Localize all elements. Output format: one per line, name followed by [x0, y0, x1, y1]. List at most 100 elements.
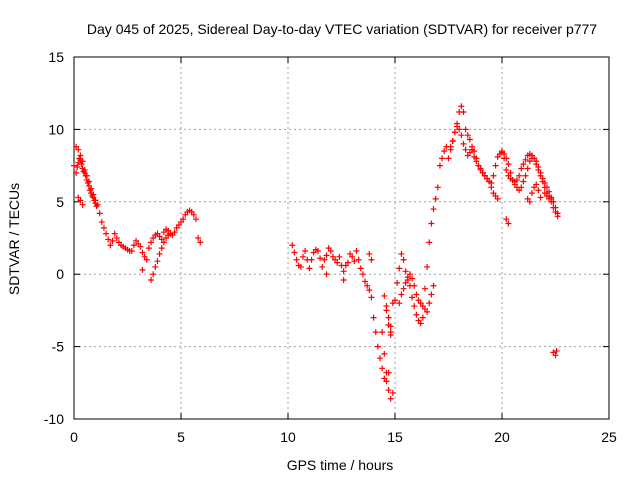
data-point [417, 320, 424, 327]
data-point [394, 279, 401, 286]
data-point [385, 387, 392, 394]
data-point [503, 216, 510, 223]
data-point [419, 314, 426, 321]
data-point [383, 369, 390, 376]
data-point [98, 219, 105, 226]
data-point [145, 245, 152, 252]
data-point [533, 181, 540, 188]
data-point [421, 285, 428, 292]
data-point [413, 291, 420, 298]
data-point [357, 265, 364, 272]
data-point [289, 242, 296, 249]
data-points [71, 103, 561, 402]
data-point [428, 220, 435, 227]
data-point [366, 287, 373, 294]
data-point [552, 352, 559, 359]
data-point [197, 239, 204, 246]
data-point [323, 252, 330, 259]
data-point [469, 146, 476, 153]
data-point [492, 162, 499, 169]
data-point [424, 308, 431, 315]
data-point [550, 204, 557, 211]
data-point [321, 256, 328, 263]
x-tick-label: 5 [177, 429, 185, 445]
data-point [402, 279, 409, 286]
data-point [387, 395, 394, 402]
data-point [167, 230, 174, 237]
data-point [426, 300, 433, 307]
y-tick-label: -10 [44, 411, 64, 427]
data-point [100, 224, 107, 231]
data-point [359, 271, 366, 278]
data-point [503, 155, 510, 162]
data-point [83, 177, 90, 184]
data-point [426, 239, 433, 246]
data-point [535, 164, 542, 171]
data-point [76, 155, 83, 162]
data-point [383, 303, 390, 310]
data-point [449, 137, 456, 144]
data-point [398, 250, 405, 257]
chart-title: Day 045 of 2025, Sidereal Day-to-day VTE… [87, 21, 597, 37]
x-tick-label: 10 [280, 429, 296, 445]
data-point [78, 161, 85, 168]
y-tick-label: 10 [48, 121, 64, 137]
data-point [553, 347, 560, 354]
data-point [522, 156, 529, 163]
data-point [128, 248, 135, 255]
data-point [195, 235, 202, 241]
y-tick-label: 5 [56, 194, 64, 210]
data-point [466, 136, 473, 143]
data-point [73, 169, 80, 176]
data-point [92, 200, 99, 207]
data-point [503, 166, 510, 173]
data-point [366, 250, 373, 257]
data-point [88, 190, 95, 197]
data-point [539, 175, 546, 182]
data-point [456, 126, 463, 133]
data-point [524, 165, 531, 172]
data-point [139, 266, 146, 273]
data-point [424, 263, 431, 270]
data-point [344, 259, 351, 266]
data-point [327, 248, 334, 255]
data-point [458, 132, 465, 139]
grid-lines [74, 57, 609, 419]
data-point [409, 275, 416, 282]
data-point [355, 256, 362, 263]
data-point [552, 208, 559, 215]
data-point [306, 265, 313, 272]
data-point [137, 243, 144, 250]
y-axis-label: SDTVAR / TECUs [6, 183, 22, 295]
data-point [439, 155, 446, 162]
data-point [154, 258, 161, 265]
data-point [381, 292, 388, 299]
data-point [447, 146, 454, 153]
data-point [520, 178, 527, 185]
data-point [402, 268, 409, 275]
data-point [74, 164, 81, 171]
data-point [160, 239, 167, 246]
data-point [537, 194, 544, 201]
data-point [113, 235, 120, 241]
data-point [537, 169, 544, 176]
data-point [150, 271, 157, 278]
data-point [462, 126, 469, 133]
data-point [441, 148, 448, 155]
data-point [308, 256, 315, 263]
data-point [548, 198, 555, 205]
data-point [379, 365, 386, 372]
data-point [411, 303, 418, 310]
data-point [411, 282, 418, 289]
data-point [368, 256, 375, 263]
data-point [349, 253, 356, 260]
data-point [460, 140, 467, 147]
data-point [518, 184, 525, 191]
data-point [82, 172, 89, 179]
data-point [299, 253, 306, 260]
data-point [297, 263, 304, 270]
data-point [319, 263, 326, 270]
data-point [430, 282, 437, 289]
x-tick-label: 0 [70, 429, 78, 445]
data-point [336, 253, 343, 260]
